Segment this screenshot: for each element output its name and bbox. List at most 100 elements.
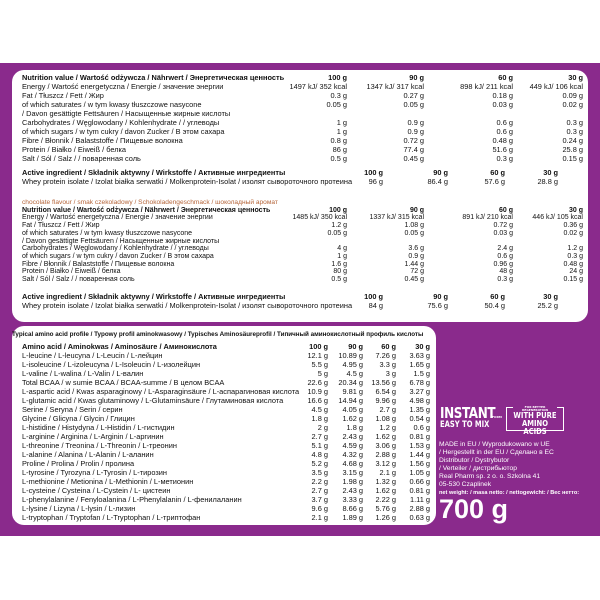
value-cell: 1.35 g xyxy=(409,405,430,414)
nutrition-row: Energy / Wartość energetyczna / Energie … xyxy=(12,82,588,91)
value-cell: 5 g xyxy=(317,369,328,378)
value-cell: 0.96 g xyxy=(493,260,513,268)
value-cell: 0.24 g xyxy=(562,136,583,145)
nutrient-label: Salt / Sól / Salz / / поваренная соль xyxy=(22,276,135,283)
nutrition-header: Nutrition value / Wartość odżywcza / Näh… xyxy=(22,73,285,82)
amino-label: L-tryptophan / Tryptofan / L-Tryptophan … xyxy=(22,513,201,522)
value-cell: 1.6 g xyxy=(331,260,347,268)
amino-label: Serine / Seryna / Serin / серин xyxy=(22,405,123,414)
amino-row: L-isoleucine / L-izoleucyna / L-Isoleuci… xyxy=(12,360,436,369)
amino-label: L-lysine / Lizyna / L-lysin / L-лизин xyxy=(22,504,136,513)
value-cell: 0.3 g xyxy=(496,154,513,163)
amino-row: L-arginine / Arginina / L-Arginin / L-ар… xyxy=(12,432,436,441)
serving-header: 30 g xyxy=(415,342,430,351)
value-cell: 1 g xyxy=(336,118,347,127)
amino-label: L-histidine / Histydyna / L-Histidin / L… xyxy=(22,423,175,432)
nutrition-row: Salt / Sól / Salz / / поваренная соль 0.5… xyxy=(12,276,588,284)
value-cell: 28.8 g xyxy=(537,177,558,186)
value-cell: 14.94 g xyxy=(338,396,363,405)
serving-header: 60 g xyxy=(498,73,513,82)
value-cell: 20.34 g xyxy=(338,378,363,387)
amino-row: L-histidine / Histydyna / L-Histidin / L… xyxy=(12,423,436,432)
nutrition-row: Energy / Wartość energetyczna / Energie … xyxy=(12,214,588,222)
active-label: Whey protein isolate / Izolat białka ser… xyxy=(22,177,353,186)
value-cell: 10.89 g xyxy=(338,351,363,360)
value-cell: 1.65 g xyxy=(409,360,430,369)
amino-label: Total BCAA / w sumie BCAA / BCAA-summe /… xyxy=(22,378,225,387)
value-cell: 5.1 g xyxy=(311,441,328,450)
value-cell: 0.81 g xyxy=(409,486,430,495)
amino-header: Amino acid / Aminokwas / Aminosäure / Ам… xyxy=(22,342,217,351)
amino-row: L-lysine / Lizyna / L-lysin / L-лизин 9.6… xyxy=(12,504,436,513)
value-cell: 2.88 g xyxy=(409,504,430,513)
nutrient-label: Carbohydrates / Węglowodany / Kohlenhydr… xyxy=(22,118,220,127)
value-cell: 3.63 g xyxy=(409,351,430,360)
amino-acids-text: AMINO ACIDS xyxy=(521,419,549,436)
value-cell: 1.56 g xyxy=(409,459,430,468)
value-cell: 8.66 g xyxy=(342,504,363,513)
nutrient-label: Fibre / Błonnik / Balaststoffe / Пищевые… xyxy=(22,260,175,268)
nutrient-label: Energy / Wartość energetyczna / Energie … xyxy=(22,214,213,222)
nutrient-label: / Davon gesättigte Fettsäuren / Насыщенн… xyxy=(22,237,220,245)
value-cell: 4.98 g xyxy=(409,396,430,405)
amino-row: L-tyrosine / Tyrozyna / L-Tyrosin / L-ти… xyxy=(12,468,436,477)
value-cell: 0.5 g xyxy=(330,154,347,163)
value-cell: 0.05 g xyxy=(404,229,424,237)
nutrient-label: of which sugars / w tym cukry / davon Zu… xyxy=(22,127,225,136)
active-row: Whey protein isolate / Izolat białka ser… xyxy=(12,301,588,310)
value-cell: 1497 kJ/ 352 kcal xyxy=(289,82,347,91)
active-header-row: Active ingredient / Składnik aktywny / W… xyxy=(12,168,588,177)
amino-row: L-glutamic acid / Kwas glutaminowy / L-G… xyxy=(12,396,436,405)
value-cell: 1.8 g xyxy=(311,414,328,423)
value-cell: 2.7 g xyxy=(379,405,396,414)
value-cell: 0.72 g xyxy=(403,136,424,145)
manufacturer-info: MADE in EU / Wyprodukowano w UE / Herges… xyxy=(439,441,554,489)
value-cell: 0.6 g xyxy=(497,252,513,260)
value-cell: 6.78 g xyxy=(409,378,430,387)
active-row: Whey protein isolate / Izolat białka ser… xyxy=(12,177,588,186)
nutrition-row: / Davon gesättigte Fettsäuren / Насыщенн… xyxy=(12,109,588,118)
value-cell: 1.11 g xyxy=(410,495,430,504)
value-cell: 1 g xyxy=(336,127,347,136)
serving-header: 30 g xyxy=(568,206,583,214)
nutrition-row: Salt / Sól / Salz / / поваренная соль 0.5… xyxy=(12,154,588,163)
easy-to-mix-text: EASY TO MIX xyxy=(440,420,490,430)
value-cell: 50.4 g xyxy=(484,301,505,310)
amino-row: L-tryptophan / Tryptofan / L-Tryptophan … xyxy=(12,513,436,522)
value-cell: 4 g xyxy=(337,245,347,253)
value-cell: 1485 kJ/ 350 kcal xyxy=(292,214,347,222)
value-cell: 1.26 g xyxy=(375,513,396,522)
value-cell: 0.45 g xyxy=(404,276,424,283)
amino-label: L-cysteine / Cysteina / L-Cystein / L- ц… xyxy=(22,486,171,495)
nutrient-label: Salt / Sól / Salz / / поваренная соль xyxy=(22,154,141,163)
value-cell: 9.6 g xyxy=(311,504,328,513)
value-cell: 1.08 g xyxy=(404,222,424,230)
amino-acids-badge: FOR BETTER REGENERATION WITH PURE AMINO … xyxy=(506,406,564,436)
instant-text: INSTANT xyxy=(440,404,496,422)
value-cell: 7.26 g xyxy=(375,351,396,360)
value-cell: 0.03 g xyxy=(493,229,513,237)
nutrition-header-row: Nutrition value / Wartość odżywcza / Näh… xyxy=(12,207,588,215)
value-cell: 0.3 g xyxy=(330,91,347,100)
value-cell: 1 g xyxy=(337,252,347,260)
value-cell: 3.27 g xyxy=(409,387,430,396)
value-cell: 1.5 g xyxy=(413,369,430,378)
nutrition-header: Nutrition value / Wartość odżywcza / Näh… xyxy=(22,206,271,214)
value-cell: 9.81 g xyxy=(342,387,363,396)
value-cell: 0.9 g xyxy=(407,127,424,136)
net-weight-label: net weight: / masa netto: / nettogewicht… xyxy=(439,490,580,496)
value-cell: 3.7 g xyxy=(311,495,328,504)
amino-acid-panel: Typical amino acid profile / Typowy prof… xyxy=(12,326,436,525)
value-cell: 3.33 g xyxy=(342,495,363,504)
serving-header: 60 g xyxy=(498,206,513,214)
amino-row: L-alanine / Alanina / L-Alanin / L-алани… xyxy=(12,450,436,459)
value-cell: 4.8 g xyxy=(311,450,328,459)
value-cell: 2.2 g xyxy=(311,477,328,486)
nutrient-label: Fibre / Błonnik / Balaststoffe / Пищевые… xyxy=(22,136,183,145)
value-cell: 5.2 g xyxy=(311,459,328,468)
value-cell: 51.6 g xyxy=(492,145,513,154)
regeneration-text: FOR BETTER REGENERATION xyxy=(513,406,557,412)
value-cell: 2.43 g xyxy=(342,432,363,441)
value-cell: 1.53 g xyxy=(409,441,430,450)
value-cell: 4.5 g xyxy=(311,405,328,414)
